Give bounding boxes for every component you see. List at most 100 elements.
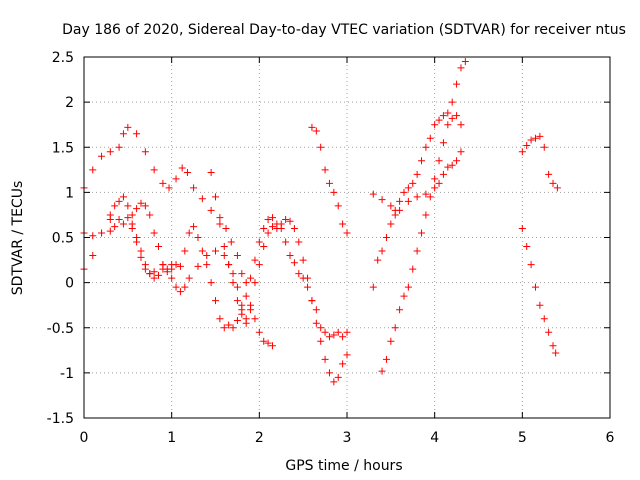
data-point — [238, 301, 246, 309]
y-tick-label: -1.5 — [47, 411, 74, 427]
data-point — [264, 229, 272, 237]
data-point — [453, 157, 461, 165]
data-point — [552, 349, 560, 357]
data-point — [400, 292, 408, 300]
data-point — [124, 214, 132, 222]
data-point — [273, 224, 281, 232]
data-point — [233, 297, 241, 305]
data-point — [312, 127, 320, 135]
data-point — [133, 205, 141, 213]
data-point — [181, 247, 189, 255]
data-point — [426, 134, 434, 142]
series-arc-8 — [369, 109, 465, 291]
data-point — [531, 283, 539, 291]
data-point — [277, 220, 285, 228]
data-point — [387, 337, 395, 345]
data-point — [523, 141, 531, 149]
data-point — [89, 252, 97, 260]
data-point — [229, 324, 237, 332]
data-point — [111, 223, 119, 231]
data-point — [141, 202, 149, 210]
data-point — [146, 270, 154, 278]
series-arc-2 — [80, 214, 351, 341]
data-point — [382, 355, 390, 363]
data-point — [185, 274, 193, 282]
data-point — [330, 331, 338, 339]
data-point — [391, 324, 399, 332]
plot-frame — [83, 56, 611, 419]
x-tick-label: 3 — [343, 430, 352, 446]
data-point — [387, 202, 395, 210]
data-point — [251, 315, 259, 323]
data-point — [549, 179, 557, 187]
data-point — [220, 243, 228, 251]
data-point — [286, 217, 294, 225]
data-point — [238, 270, 246, 278]
data-point — [304, 283, 312, 291]
data-point — [268, 223, 276, 231]
data-point — [106, 148, 114, 156]
data-point — [124, 123, 132, 131]
data-point — [439, 112, 447, 120]
data-point — [251, 279, 259, 287]
data-point — [422, 143, 430, 151]
data-point — [255, 261, 263, 269]
data-point — [396, 197, 404, 205]
data-point — [317, 143, 325, 151]
data-point — [247, 274, 255, 282]
data-point — [404, 197, 412, 205]
data-point — [448, 114, 456, 122]
data-point — [98, 229, 106, 237]
data-point — [255, 328, 263, 336]
data-point — [453, 112, 461, 120]
data-point — [172, 261, 180, 269]
data-point — [545, 170, 553, 178]
data-point — [413, 170, 421, 178]
data-point — [190, 223, 198, 231]
series-arc-10 — [518, 132, 561, 192]
data-point — [409, 265, 417, 273]
x-tick-label: 1 — [167, 430, 176, 446]
data-point — [299, 256, 307, 264]
data-point — [435, 157, 443, 165]
data-point — [439, 139, 447, 147]
data-point — [518, 224, 526, 232]
data-point — [115, 197, 123, 205]
data-point — [176, 288, 184, 296]
series-arc-3 — [80, 193, 351, 386]
y-tick-label: -0.5 — [47, 321, 74, 337]
data-point — [339, 333, 347, 341]
data-point — [168, 265, 176, 273]
data-point — [141, 148, 149, 156]
data-point — [159, 261, 167, 269]
data-point — [124, 202, 132, 210]
data-point — [229, 279, 237, 287]
data-point — [183, 169, 191, 177]
data-point — [216, 315, 224, 323]
data-point — [457, 121, 465, 129]
data-point — [212, 193, 219, 201]
data-point — [553, 184, 561, 192]
data-point — [233, 252, 241, 260]
data-point — [321, 166, 329, 174]
data-point — [334, 328, 342, 336]
data-point — [286, 252, 294, 260]
y-axis-label: SDTVAR / TECUs — [10, 181, 26, 296]
data-point — [518, 148, 526, 156]
data-point — [396, 306, 404, 314]
data-point — [431, 184, 439, 192]
data-point — [251, 256, 259, 264]
data-point — [308, 123, 316, 131]
data-point — [536, 132, 544, 140]
data-point — [312, 306, 320, 314]
data-point — [312, 319, 320, 327]
data-point — [155, 243, 163, 251]
data-point — [133, 130, 141, 138]
data-point — [404, 283, 412, 291]
data-point — [325, 333, 333, 341]
data-point — [339, 360, 347, 368]
data-point — [448, 98, 456, 106]
data-point — [155, 271, 163, 279]
data-point — [431, 175, 439, 183]
